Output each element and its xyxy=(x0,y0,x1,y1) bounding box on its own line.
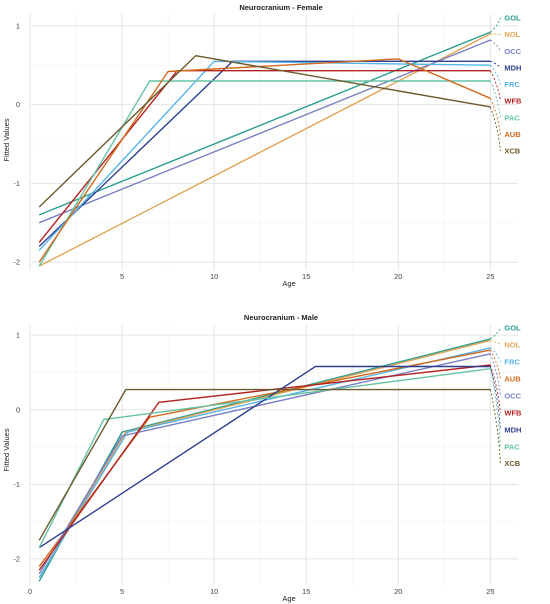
female-legend-leader-nol xyxy=(490,33,501,36)
female-legend-label-aub: AUB xyxy=(504,130,521,139)
female-legend-label-pac: PAC xyxy=(504,113,520,122)
male-legend-label-wfb: WFB xyxy=(504,408,522,417)
female-legend-label-mdh: MDH xyxy=(504,63,521,72)
male-legend-leader-nol xyxy=(490,339,501,346)
female-y-tick-label: -1 xyxy=(13,179,20,188)
female-panel-title: Neurocranium - Female xyxy=(239,3,322,12)
male-x-tick-label: 20 xyxy=(394,587,402,596)
male-y-tick-label: -2 xyxy=(13,554,20,563)
female-legend-label-frc: FRC xyxy=(504,80,520,89)
male-panel-title: Neurocranium - Male xyxy=(244,313,318,322)
male-legend-label-xcb: XCB xyxy=(504,459,520,468)
male-y-tick-label: -1 xyxy=(13,480,20,489)
male-legend-leader-xcb xyxy=(489,389,501,464)
female-y-tick-label: 1 xyxy=(16,21,20,30)
female-y-tick-labels: -2 -1 0 1 xyxy=(13,21,20,266)
male-x-tick-label: 15 xyxy=(302,587,310,596)
female-x-tick-label: 10 xyxy=(210,272,218,281)
male-x-tick-labels: 0 5 10 15 20 25 xyxy=(28,587,495,596)
female-legend-leader-aub xyxy=(489,98,501,135)
male-legend: GOL NOL FRC AUB OCC WFB MDH PAC XCB xyxy=(489,324,522,468)
female-legend-label-gol: GOL xyxy=(504,14,521,23)
male-series-occ-line xyxy=(38,353,491,575)
male-legend-label-aub: AUB xyxy=(504,374,521,383)
male-legend-leader-wfb xyxy=(489,364,501,413)
female-series-xcb-line xyxy=(38,55,491,208)
male-legend-label-frc: FRC xyxy=(504,357,520,366)
female-y-tick-label: -2 xyxy=(13,258,20,267)
male-legend-leader-frc xyxy=(490,347,501,363)
female-series-nol-line xyxy=(38,33,491,267)
male-legend-leader-occ xyxy=(489,353,501,396)
male-series-aub-line xyxy=(38,349,491,567)
female-series-pac-line xyxy=(38,80,491,267)
female-legend-label-wfb: WFB xyxy=(504,97,522,106)
male-x-tick-label: 0 xyxy=(28,587,32,596)
male-legend-label-nol: NOL xyxy=(504,340,520,349)
male-panel: Neurocranium - Male 0 5 10 15 20 25 -2 -1 0 1 GO… xyxy=(2,313,522,603)
male-y-tick-label: 0 xyxy=(16,405,20,414)
male-legend-leader-mdh xyxy=(489,366,501,430)
female-series-lines xyxy=(38,31,491,267)
male-legend-label-pac: PAC xyxy=(504,442,520,451)
female-x-axis-title: Age xyxy=(282,279,295,288)
female-legend-leader-xcb xyxy=(489,106,501,152)
female-legend-leader-frc xyxy=(490,64,501,85)
male-y-tick-labels: -2 -1 0 1 xyxy=(13,331,20,564)
male-series-mdh-line xyxy=(38,365,491,549)
female-legend-label-nol: NOL xyxy=(504,30,520,39)
male-legend-leader-gol xyxy=(490,327,501,340)
female-legend-leader-occ xyxy=(490,39,501,52)
female-y-axis-title: Fitted Values xyxy=(2,118,11,161)
male-legend-label-gol: GOL xyxy=(504,324,521,333)
male-legend-label-occ: OCC xyxy=(504,391,521,400)
male-legend-leader-aub xyxy=(490,349,501,379)
female-x-tick-label: 20 xyxy=(394,272,402,281)
female-x-tick-label: 15 xyxy=(302,272,310,281)
female-x-tick-label: 25 xyxy=(486,272,494,281)
male-x-axis-title: Age xyxy=(282,594,295,603)
male-series-pac-line xyxy=(38,368,491,549)
female-legend-leader-mdh xyxy=(490,60,501,69)
male-x-tick-label: 10 xyxy=(210,587,218,596)
female-series-gol-line xyxy=(38,31,491,216)
female-x-tick-label: 5 xyxy=(120,272,124,281)
male-x-tick-label: 5 xyxy=(120,587,124,596)
female-grid xyxy=(29,14,518,270)
male-series-lines xyxy=(38,338,491,582)
female-series-aub-line xyxy=(38,58,491,263)
male-series-xcb-line xyxy=(38,388,491,541)
female-legend: GOL NOL OCC MDH FRC WFB PAC AUB XCB xyxy=(489,14,522,156)
male-y-tick-label: 1 xyxy=(16,331,20,340)
female-series-frc-line xyxy=(38,60,491,251)
female-legend-leader-gol xyxy=(490,17,501,33)
female-legend-label-occ: OCC xyxy=(504,47,521,56)
male-series-wfb-line xyxy=(38,364,491,571)
male-grid xyxy=(29,324,518,585)
male-y-axis-title: Fitted Values xyxy=(2,428,11,471)
female-series-wfb-line xyxy=(38,69,491,243)
female-legend-leader-wfb xyxy=(490,70,501,102)
male-legend-label-mdh: MDH xyxy=(504,425,521,434)
female-panel: Neurocranium - Female 5 10 15 20 25 -2 -1 0 1 G… xyxy=(2,3,522,288)
female-legend-label-xcb: XCB xyxy=(504,147,520,156)
female-x-tick-labels: 5 10 15 20 25 xyxy=(120,272,495,281)
male-x-tick-label: 25 xyxy=(486,587,494,596)
female-y-tick-label: 0 xyxy=(16,100,20,109)
